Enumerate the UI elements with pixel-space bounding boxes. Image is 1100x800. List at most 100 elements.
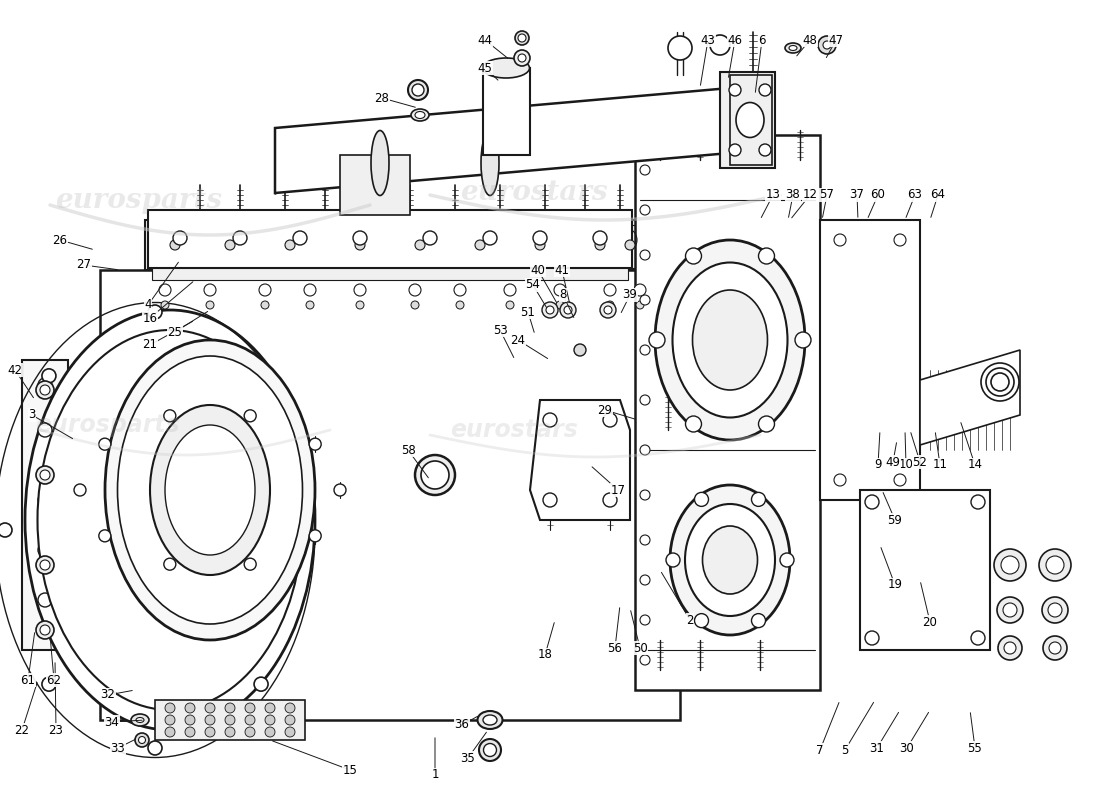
Text: 17: 17 — [610, 483, 626, 497]
Circle shape — [424, 231, 437, 245]
Circle shape — [148, 305, 162, 319]
Circle shape — [309, 530, 321, 542]
Text: 9: 9 — [874, 458, 882, 471]
Circle shape — [634, 284, 646, 296]
Ellipse shape — [25, 310, 315, 730]
Circle shape — [780, 553, 794, 567]
Text: 4: 4 — [144, 298, 152, 311]
Circle shape — [36, 621, 54, 639]
Circle shape — [306, 301, 313, 309]
Text: 20: 20 — [923, 615, 937, 629]
Circle shape — [244, 558, 256, 570]
Circle shape — [606, 301, 614, 309]
Ellipse shape — [785, 43, 801, 53]
Circle shape — [39, 493, 52, 507]
Text: 50: 50 — [632, 642, 648, 654]
Circle shape — [36, 466, 54, 484]
Text: 53: 53 — [493, 323, 507, 337]
Ellipse shape — [514, 50, 530, 66]
Circle shape — [543, 493, 557, 507]
Circle shape — [355, 240, 365, 250]
Text: 29: 29 — [597, 403, 613, 417]
Text: 1: 1 — [431, 769, 439, 782]
Circle shape — [42, 677, 56, 691]
Circle shape — [834, 234, 846, 246]
Circle shape — [164, 410, 176, 422]
Circle shape — [185, 727, 195, 737]
Circle shape — [640, 490, 650, 500]
Circle shape — [475, 240, 485, 250]
Circle shape — [245, 715, 255, 725]
Text: 22: 22 — [14, 723, 30, 737]
Text: 34: 34 — [104, 715, 120, 729]
Polygon shape — [152, 268, 628, 280]
Ellipse shape — [150, 405, 270, 575]
Circle shape — [40, 385, 49, 395]
Circle shape — [894, 474, 906, 486]
Circle shape — [160, 284, 170, 296]
Circle shape — [636, 301, 644, 309]
Circle shape — [356, 301, 364, 309]
Circle shape — [593, 231, 607, 245]
Circle shape — [666, 553, 680, 567]
Ellipse shape — [165, 425, 255, 555]
Text: 21: 21 — [143, 338, 157, 351]
Circle shape — [409, 284, 421, 296]
Ellipse shape — [484, 743, 496, 757]
Text: 36: 36 — [454, 718, 470, 731]
Circle shape — [265, 703, 275, 713]
Circle shape — [865, 495, 879, 509]
Circle shape — [640, 575, 650, 585]
Polygon shape — [920, 350, 1020, 445]
Circle shape — [40, 560, 49, 570]
Circle shape — [148, 741, 162, 755]
Circle shape — [668, 36, 692, 60]
Circle shape — [36, 556, 54, 574]
Text: eurostars: eurostars — [460, 179, 607, 206]
Ellipse shape — [136, 718, 144, 722]
Circle shape — [685, 248, 702, 264]
Text: 8: 8 — [559, 289, 566, 302]
Text: 43: 43 — [701, 34, 715, 46]
Ellipse shape — [1049, 642, 1061, 654]
Ellipse shape — [515, 31, 529, 45]
Text: 46: 46 — [727, 34, 742, 46]
Circle shape — [185, 715, 195, 725]
Ellipse shape — [135, 733, 149, 747]
Circle shape — [285, 727, 295, 737]
Circle shape — [226, 703, 235, 713]
Ellipse shape — [1042, 597, 1068, 623]
Ellipse shape — [408, 80, 428, 100]
Circle shape — [265, 727, 275, 737]
Ellipse shape — [104, 340, 315, 640]
Circle shape — [971, 631, 984, 645]
Circle shape — [161, 301, 169, 309]
Circle shape — [795, 332, 811, 348]
Ellipse shape — [1040, 549, 1071, 581]
Ellipse shape — [703, 526, 758, 594]
Circle shape — [483, 231, 497, 245]
Ellipse shape — [672, 262, 788, 418]
Circle shape — [185, 703, 195, 713]
Polygon shape — [820, 220, 920, 500]
Circle shape — [729, 84, 741, 96]
Text: 10: 10 — [899, 458, 913, 471]
Circle shape — [649, 332, 666, 348]
Circle shape — [173, 231, 187, 245]
Text: 7: 7 — [816, 743, 824, 757]
Ellipse shape — [693, 290, 768, 390]
Circle shape — [625, 240, 635, 250]
Circle shape — [640, 395, 650, 405]
Ellipse shape — [37, 330, 302, 710]
Ellipse shape — [981, 363, 1019, 401]
Ellipse shape — [477, 711, 503, 729]
Ellipse shape — [986, 368, 1014, 396]
Circle shape — [759, 84, 771, 96]
Circle shape — [165, 727, 175, 737]
Text: 27: 27 — [77, 258, 91, 271]
Circle shape — [205, 703, 214, 713]
Bar — [730, 75, 772, 165]
Ellipse shape — [736, 102, 764, 138]
Circle shape — [759, 416, 774, 432]
Circle shape — [226, 240, 235, 250]
